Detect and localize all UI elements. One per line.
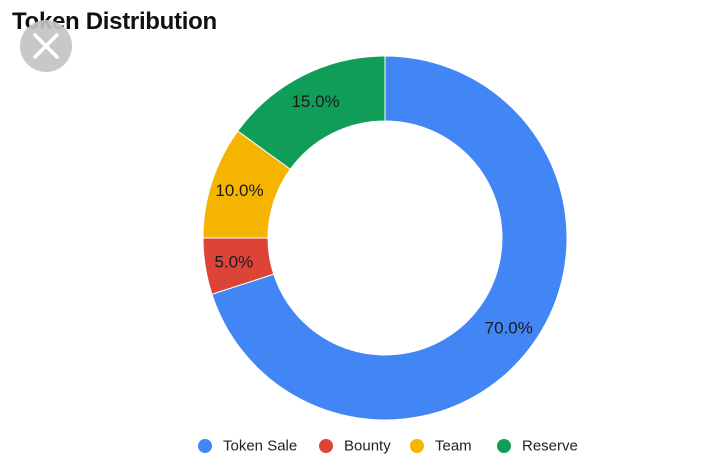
slice-label-bounty: 5.0%: [215, 252, 254, 271]
legend: Token Sale Bounty Team Reserve: [198, 438, 578, 455]
slice-token-sale[interactable]: [211, 55, 568, 421]
legend-label-bounty: Bounty: [344, 438, 391, 455]
slice-labels: 70.0% 5.0% 10.0% 15.0%: [215, 92, 533, 337]
slice-reserve[interactable]: [237, 55, 386, 170]
legend-item-team[interactable]: Team: [410, 438, 472, 455]
close-icon: [33, 33, 59, 59]
legend-label-token-sale: Token Sale: [223, 438, 297, 455]
legend-marker-team: [410, 439, 424, 453]
slice-label-token-sale: 70.0%: [485, 318, 533, 337]
donut-slices: [202, 55, 568, 421]
legend-item-token-sale[interactable]: Token Sale: [198, 438, 297, 455]
legend-item-reserve[interactable]: Reserve: [497, 438, 578, 455]
legend-label-reserve: Reserve: [522, 438, 578, 455]
slice-label-team: 10.0%: [215, 181, 263, 200]
legend-marker-bounty: [319, 439, 333, 453]
legend-item-bounty[interactable]: Bounty: [319, 438, 391, 455]
legend-marker-token-sale: [198, 439, 212, 453]
close-button[interactable]: [20, 20, 72, 72]
legend-label-team: Team: [435, 438, 472, 455]
slice-label-reserve: 15.0%: [291, 92, 339, 111]
legend-marker-reserve: [497, 439, 511, 453]
